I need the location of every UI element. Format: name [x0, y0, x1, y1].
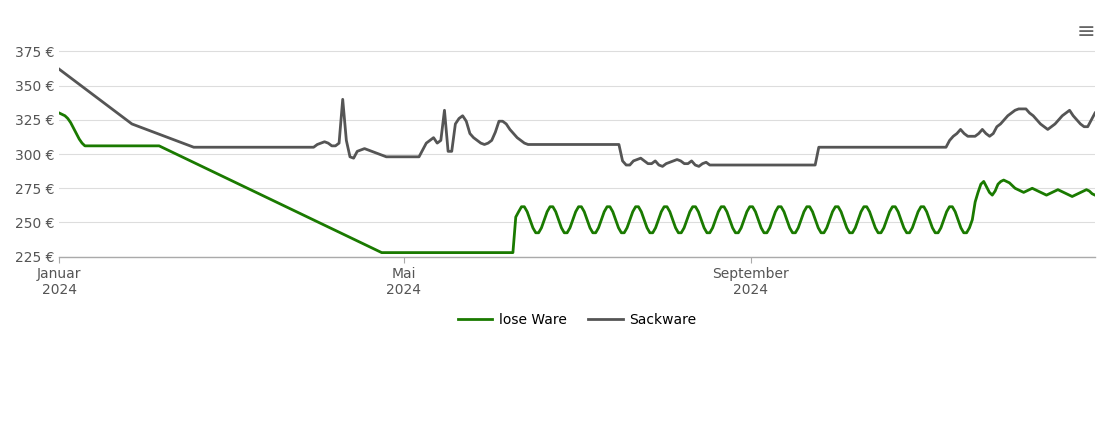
Legend: lose Ware, Sackware: lose Ware, Sackware [452, 308, 703, 333]
Text: ≡: ≡ [1077, 22, 1094, 43]
